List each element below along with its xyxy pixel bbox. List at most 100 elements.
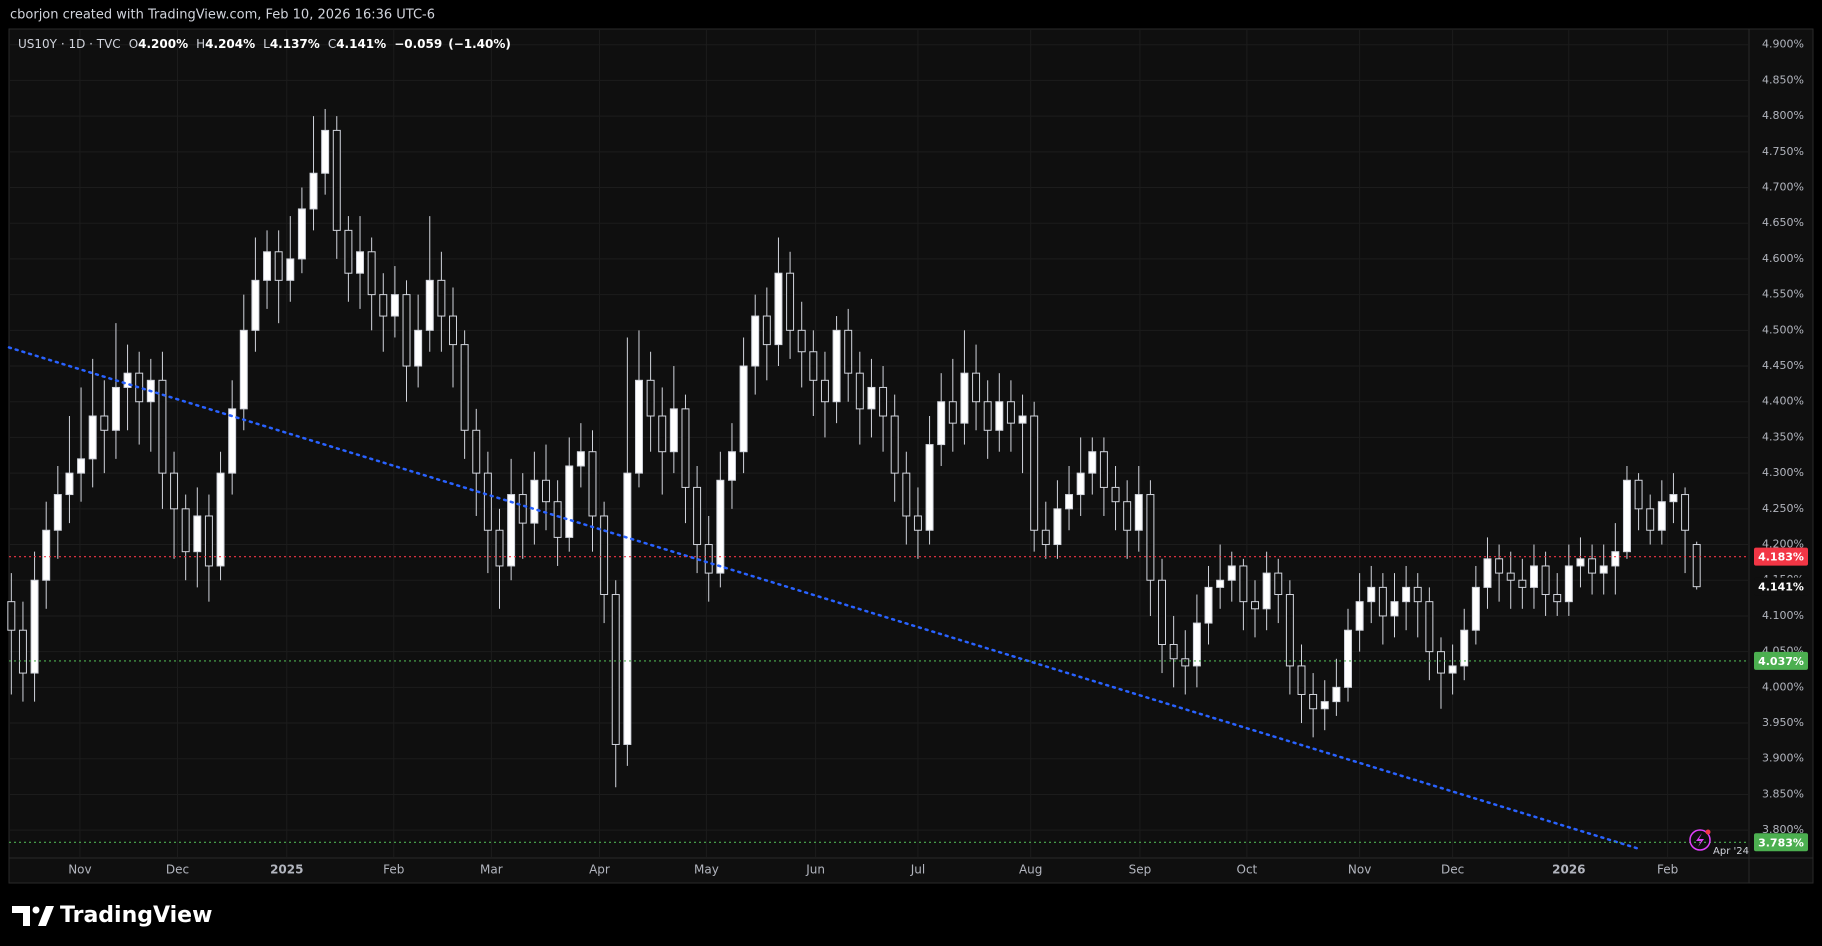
y-tick-label: 4.450%: [1762, 359, 1804, 372]
candle-body: [681, 408, 690, 488]
candle-body: [762, 315, 771, 346]
candle-body: [1483, 558, 1492, 588]
candle-body: [1657, 501, 1666, 531]
candle-body: [332, 129, 341, 231]
y-tick-label: 3.850%: [1762, 787, 1804, 800]
candle-body: [995, 401, 1004, 431]
y-tick-label: 4.650%: [1762, 216, 1804, 229]
candle-body: [1576, 558, 1585, 567]
y-tick-label: 4.900%: [1762, 38, 1804, 51]
candle-body: [1634, 479, 1643, 510]
legend-change: −0.059: [394, 37, 442, 51]
candle-body: [1669, 494, 1678, 503]
candle-body: [542, 479, 550, 503]
candle-body: [1320, 701, 1329, 710]
candle-body: [170, 472, 179, 510]
candle-body: [1692, 544, 1701, 588]
candle-body: [925, 444, 934, 531]
legend-key: H: [196, 37, 205, 51]
price-level-label: 4.037%: [1758, 655, 1804, 668]
candle-body: [263, 251, 272, 281]
candle-body: [832, 329, 841, 403]
price-level-tag: [1754, 547, 1808, 566]
alert-icon: [1689, 829, 1711, 851]
x-tick-label: Dec: [1441, 863, 1464, 877]
candle-body: [1227, 565, 1236, 581]
candle-body: [1436, 651, 1445, 674]
y-tick-label: 4.100%: [1762, 609, 1804, 622]
x-tick-label: Jul: [910, 863, 925, 877]
candle-body: [646, 379, 655, 417]
legend-key: L: [263, 37, 270, 51]
legend-value: 4.204%: [205, 37, 255, 51]
y-tick-label: 3.800%: [1762, 823, 1804, 836]
candle-body: [495, 529, 504, 567]
candle-body: [1681, 494, 1690, 531]
candle-body: [367, 251, 376, 296]
candle-body: [565, 465, 574, 538]
brand-logo: [12, 906, 54, 926]
candle-body: [786, 272, 795, 331]
legend-value: 4.137%: [270, 37, 320, 51]
legend-change-pct: (−1.40%): [448, 37, 511, 51]
candle-body: [611, 594, 620, 745]
x-tick-label: Oct: [1237, 863, 1258, 877]
candle-body: [228, 408, 237, 474]
y-tick-label: 4.250%: [1762, 502, 1804, 515]
candle-body: [1099, 451, 1108, 488]
brand: TradingView: [60, 903, 212, 928]
candle-body: [1216, 579, 1225, 588]
x-tick-label: Aug: [1019, 863, 1042, 877]
candle-body: [379, 294, 388, 317]
candle-body: [1018, 415, 1027, 424]
candle-body: [1297, 665, 1306, 695]
candle-body: [1378, 586, 1387, 617]
y-tick-label: 4.600%: [1762, 252, 1804, 265]
candle-body: [321, 129, 330, 174]
x-tick-label: Feb: [383, 863, 404, 877]
candle-body: [42, 529, 51, 581]
candle-body: [1471, 586, 1480, 631]
candle-body: [1355, 601, 1364, 631]
candle-body: [937, 401, 946, 446]
candle-body: [1599, 565, 1608, 574]
candle-body: [600, 515, 609, 596]
candle-body: [181, 508, 190, 553]
candle-body: [1006, 401, 1015, 424]
legend-key: O: [129, 37, 138, 51]
y-tick-label: 4.550%: [1762, 288, 1804, 301]
candle-body: [960, 372, 969, 424]
candle-body: [1425, 601, 1434, 653]
candle-body: [1251, 601, 1259, 610]
candle-body: [1495, 558, 1504, 574]
candle-body: [1123, 501, 1132, 531]
candle-body: [344, 229, 353, 274]
candle-body: [1053, 508, 1062, 546]
candle-body: [472, 429, 481, 474]
legend-key: C: [328, 37, 336, 51]
candle-body: [693, 486, 702, 546]
candle-body: [7, 601, 16, 631]
candle-body: [1192, 622, 1201, 667]
candle-body: [1553, 594, 1562, 603]
candle-body: [193, 515, 202, 553]
last-price-label: 4.141%: [1758, 581, 1804, 594]
y-tick-label: 4.400%: [1762, 395, 1804, 408]
candle-body: [588, 451, 597, 517]
price-level-label: 4.183%: [1758, 551, 1804, 564]
y-tick-label: 4.500%: [1762, 323, 1804, 336]
candle-body: [576, 451, 585, 467]
candle-body: [1065, 494, 1074, 510]
candle-body: [716, 479, 725, 574]
candle-body: [111, 386, 120, 431]
candle-body: [1076, 472, 1085, 496]
candle-body: [1390, 601, 1399, 617]
candle-body: [1332, 686, 1341, 703]
candle-body: [297, 208, 306, 260]
candle-body: [18, 629, 27, 674]
candle-body: [1146, 494, 1155, 581]
candle-body: [634, 379, 643, 474]
candle-body: [1158, 579, 1167, 646]
chart-frame: [8, 28, 1814, 884]
candle-body: [902, 472, 911, 517]
